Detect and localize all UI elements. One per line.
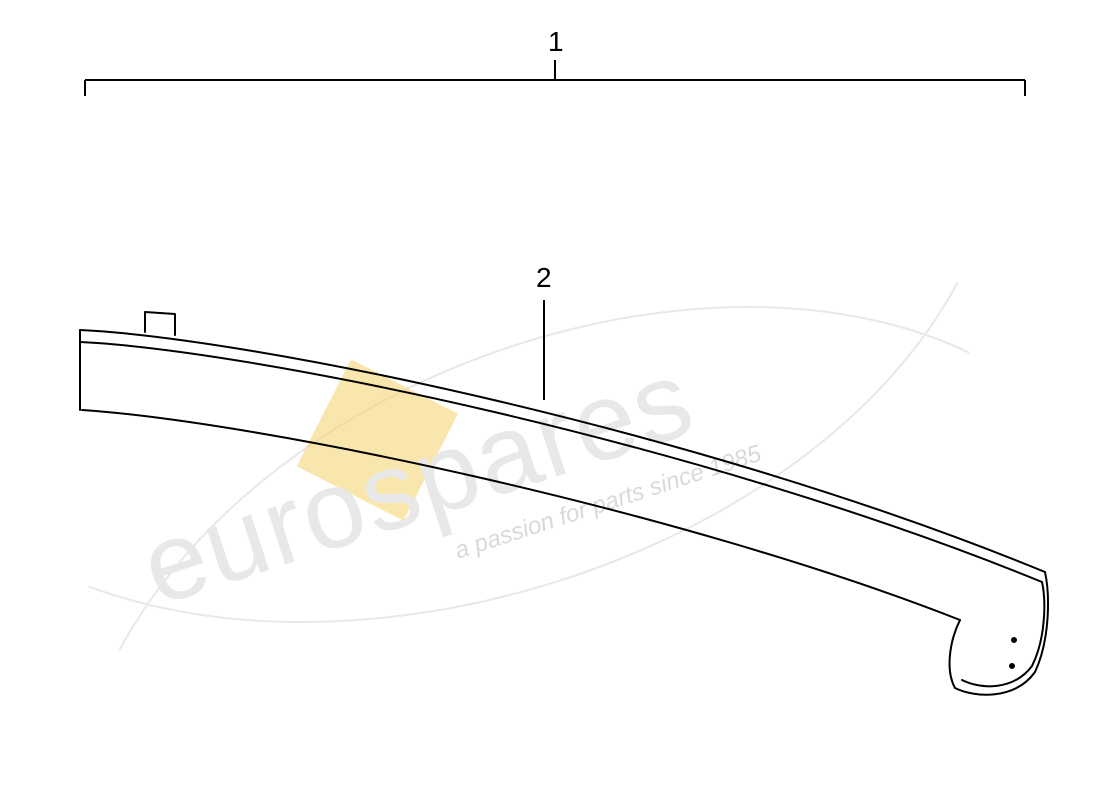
callout-1-bracket [85,60,1025,96]
callout-label-1: 1 [548,26,564,58]
callout-label-2: 2 [536,262,552,294]
diagram-canvas: eurospares a passion for parts since 198… [0,0,1100,800]
side-skirt-part [80,312,1048,695]
drawing-layer [0,0,1100,800]
